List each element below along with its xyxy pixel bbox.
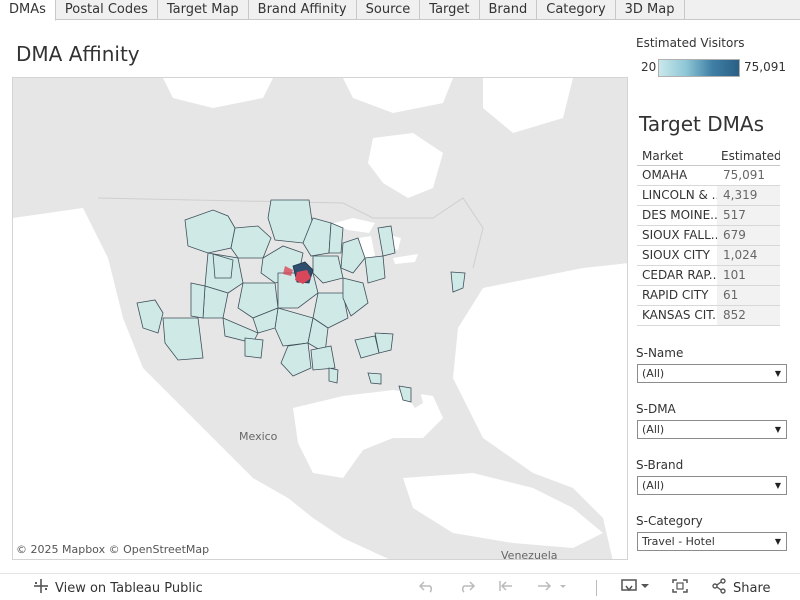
sheet-tab-bar: DMAs Postal Codes Target Map Brand Affin… (0, 0, 800, 21)
target-dmas-title: Target DMAs (639, 112, 764, 136)
s-brand-dropdown[interactable]: (All) ▼ (637, 476, 787, 495)
tab-3d-map[interactable]: 3D Map (616, 0, 685, 20)
tab-postal-codes[interactable]: Postal Codes (56, 0, 158, 20)
fullscreen-icon (671, 578, 689, 598)
market-cell: DES MOINE.. (642, 208, 717, 222)
table-row[interactable]: LINCOLN & .. 4,319 (637, 186, 780, 206)
fullscreen-button[interactable] (671, 578, 689, 598)
column-header-market[interactable]: Market (642, 149, 684, 163)
redo-icon (458, 578, 476, 598)
s-dma-dropdown[interactable]: (All) ▼ (637, 420, 787, 439)
map-attribution: © 2025 Mapbox © OpenStreetMap (16, 543, 210, 556)
estimated-cell: 679 (717, 226, 780, 245)
highlighted-dma-region (295, 270, 311, 284)
tableau-logo-icon (33, 578, 49, 598)
map-label-mexico: Mexico (239, 430, 278, 443)
legend-min: 20 (641, 60, 657, 74)
table-row[interactable]: CEDAR RAP.. 101 (637, 266, 780, 286)
revert-icon (498, 578, 516, 598)
view-on-tableau-label: View on Tableau Public (55, 580, 203, 596)
toolbar-divider (596, 580, 597, 596)
table-header: Market Estimated (637, 148, 780, 166)
view-on-tableau-public-link[interactable]: View on Tableau Public (33, 578, 203, 598)
refresh-icon (536, 578, 566, 598)
s-category-dropdown[interactable]: Travel - Hotel ▼ (637, 532, 787, 551)
share-label: Share (733, 580, 771, 596)
table-row[interactable]: SIOUX FALL.. 679 (637, 226, 780, 246)
refresh-button[interactable] (536, 578, 566, 598)
tab-target[interactable]: Target (420, 0, 480, 20)
estimated-cell: 1,024 (717, 246, 780, 265)
s-category-selected-value: Travel - Hotel (642, 535, 715, 548)
estimated-cell: 75,091 (717, 166, 780, 185)
filter-label-s-category: S-Category (636, 514, 703, 528)
dma-regions (136, 199, 466, 403)
s-name-selected-value: (All) (642, 367, 665, 380)
s-dma-selected-value: (All) (642, 423, 665, 436)
map-canvas (13, 78, 627, 559)
share-button[interactable]: Share (711, 578, 771, 598)
legend-title: Estimated Visitors (636, 36, 745, 50)
dashboard-title: DMA Affinity (16, 42, 140, 66)
share-icon (711, 578, 727, 598)
column-header-estimated[interactable]: Estimated (721, 149, 780, 163)
tab-brand[interactable]: Brand (480, 0, 538, 20)
tab-dmas[interactable]: DMAs (0, 0, 56, 21)
table-row[interactable]: KANSAS CIT.. 852 (637, 306, 780, 326)
redo-button[interactable] (458, 578, 476, 598)
s-brand-selected-value: (All) (642, 479, 665, 492)
estimated-cell: 517 (717, 206, 780, 225)
estimated-cell: 61 (717, 286, 780, 305)
table-row[interactable]: OMAHA 75,091 (637, 166, 780, 186)
table-row[interactable]: SIOUX CITY 1,024 (637, 246, 780, 266)
revert-button[interactable] (498, 578, 516, 598)
market-cell: KANSAS CIT.. (642, 308, 717, 322)
dropdown-arrow-icon: ▼ (774, 425, 781, 434)
dropdown-arrow-icon: ▼ (774, 537, 781, 546)
tab-category[interactable]: Category (537, 0, 616, 20)
dropdown-arrow-icon: ▼ (774, 481, 781, 490)
market-cell: LINCOLN & .. (642, 188, 717, 202)
market-cell: OMAHA (642, 168, 688, 182)
tab-target-map[interactable]: Target Map (158, 0, 249, 20)
tab-source[interactable]: Source (357, 0, 421, 20)
download-icon (620, 578, 652, 598)
filter-label-s-dma: S-DMA (636, 402, 676, 416)
download-button[interactable] (620, 578, 652, 598)
map-label-venezuela: Venezuela (501, 549, 558, 560)
undo-button[interactable] (418, 578, 436, 598)
table-row[interactable]: RAPID CITY 61 (637, 286, 780, 306)
legend-color-ramp (658, 59, 740, 77)
estimated-cell: 101 (717, 266, 780, 285)
target-dmas-table: Market Estimated OMAHA 75,091 LINCOLN & … (637, 148, 780, 326)
filter-label-s-brand: S-Brand (636, 458, 684, 472)
market-cell: RAPID CITY (642, 288, 709, 302)
legend-max: 75,091 (744, 60, 786, 74)
s-name-dropdown[interactable]: (All) ▼ (637, 364, 787, 383)
market-cell: SIOUX FALL.. (642, 228, 717, 242)
table-row[interactable]: DES MOINE.. 517 (637, 206, 780, 226)
tab-brand-affinity[interactable]: Brand Affinity (249, 0, 357, 20)
market-cell: CEDAR RAP.. (642, 268, 717, 282)
estimated-cell: 4,319 (717, 186, 780, 205)
dma-affinity-map[interactable]: Mexico Venezuela © 2025 Mapbox © OpenStr… (12, 77, 628, 560)
undo-icon (418, 578, 436, 598)
market-cell: SIOUX CITY (642, 248, 710, 262)
tableau-toolbar: View on Tableau Public Share (0, 573, 800, 600)
filter-label-s-name: S-Name (636, 346, 684, 360)
dropdown-arrow-icon: ▼ (774, 369, 781, 378)
estimated-cell: 852 (717, 306, 780, 325)
